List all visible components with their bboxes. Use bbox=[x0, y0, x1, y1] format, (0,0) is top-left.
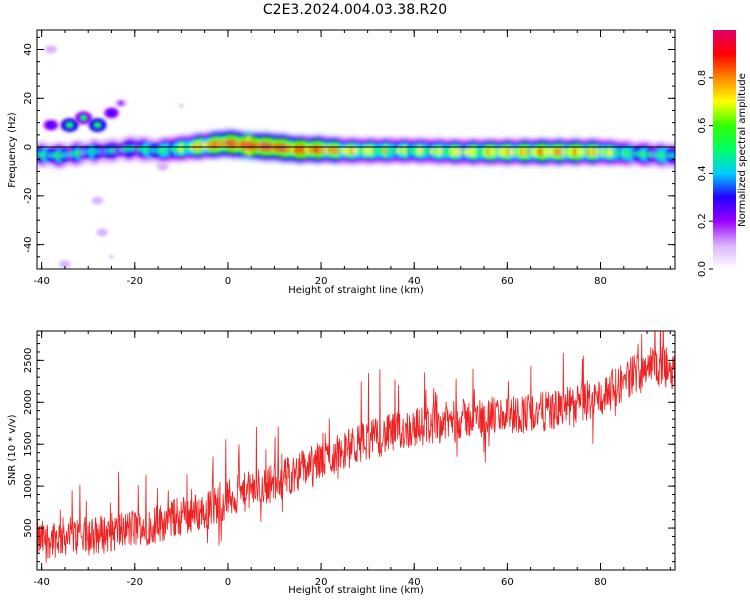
spectral-blob-core bbox=[79, 114, 88, 122]
snr-y-tick-label: 1500 bbox=[23, 431, 34, 456]
spectral-blob-core bbox=[47, 122, 55, 128]
spectral-blob-core bbox=[109, 254, 114, 259]
snr-x-tick-label: 20 bbox=[315, 577, 328, 588]
figure-title: C2E3.2024.004.03.38.R20 bbox=[263, 2, 447, 18]
snr-x-tick-label: 60 bbox=[501, 577, 514, 588]
spectrogram-y-tick-label: -40 bbox=[23, 236, 34, 252]
snr-x-tick-label: -40 bbox=[33, 577, 49, 588]
spectral-blob-core bbox=[95, 198, 100, 203]
snr-y-label: SNR (10 * v/v) bbox=[7, 414, 18, 485]
spectrogram-x-tick-label: 20 bbox=[315, 276, 328, 287]
snr-x-tick-label: 80 bbox=[594, 577, 607, 588]
spectrogram-x-tick-label: 0 bbox=[225, 276, 231, 287]
snr-x-tick-label: 0 bbox=[225, 577, 231, 588]
snr-y-tick-label: 500 bbox=[23, 519, 34, 538]
spectral-blob-core bbox=[65, 121, 74, 129]
spectrogram-y-label: Frequency (Hz) bbox=[7, 112, 18, 188]
colorbar-tick-label: 0.8 bbox=[697, 70, 708, 86]
spectrogram-x-tick-label: -20 bbox=[127, 276, 143, 287]
spectral-blob-core bbox=[179, 103, 184, 108]
colorbar-tick-label: 0.2 bbox=[697, 213, 708, 229]
snr-y-tick-label: 2000 bbox=[23, 390, 34, 415]
spectral-blob-core bbox=[62, 262, 68, 267]
spectral-blob-core bbox=[108, 110, 115, 116]
spectral-blob-core bbox=[99, 230, 105, 235]
spectrogram-x-label: Height of straight line (km) bbox=[288, 285, 424, 296]
snr-axes: -40 -20 0 20 40 60 80 500 1000 1500 2000 2500 bbox=[23, 331, 675, 588]
colorbar-tick-label: 0.4 bbox=[697, 165, 708, 181]
snr-x-tick-label: -20 bbox=[127, 577, 143, 588]
spectrogram-core bbox=[37, 133, 675, 164]
snr-x-tick-label: 40 bbox=[408, 577, 421, 588]
colorbar: 0.0 0.2 0.4 0.6 0.8 Normalized spectral ampl… bbox=[697, 30, 748, 277]
colorbar-label: Normalized spectral amplitude bbox=[737, 73, 748, 227]
snr-x-label: Height of straight line (km) bbox=[288, 585, 424, 596]
colorbar-gradient bbox=[713, 30, 736, 269]
spectrogram-axes: -40 -20 0 20 40 60 80 -40 -20 0 20 40 bbox=[23, 30, 675, 287]
spectrogram-x-tick-label: -40 bbox=[33, 276, 49, 287]
spectrogram-y-tick-label: 40 bbox=[23, 43, 34, 56]
spectral-blob-core bbox=[93, 121, 102, 129]
spectrogram-y-tick-label: 0 bbox=[23, 144, 34, 150]
snr-frame bbox=[36, 330, 676, 571]
spectral-blob-core bbox=[48, 47, 54, 52]
spectral-blob-core bbox=[160, 164, 166, 169]
snr-y-tick-label: 1000 bbox=[23, 473, 34, 498]
colorbar-ticks: 0.0 0.2 0.4 0.6 0.8 bbox=[697, 70, 713, 277]
spectrogram-y-tick-label: 20 bbox=[23, 92, 34, 105]
spectrogram-panel: -40 -20 0 20 40 60 80 -40 -20 0 20 40 Height of str… bbox=[7, 29, 676, 296]
colorbar-tick-label: 0.0 bbox=[697, 261, 708, 277]
spectrogram-x-tick-label: 80 bbox=[594, 276, 607, 287]
snr-series-line bbox=[37, 331, 675, 563]
snr-y-tick-label: 2500 bbox=[23, 348, 34, 373]
spectral-blob-core bbox=[118, 101, 124, 106]
spectrogram-x-tick-label: 40 bbox=[408, 276, 421, 287]
spectrogram-x-tick-label: 60 bbox=[501, 276, 514, 287]
snr-panel: -40 -20 0 20 40 60 80 500 1000 1500 2000 2500 Heigh… bbox=[7, 330, 676, 596]
spectrogram-y-tick-label: -20 bbox=[23, 188, 34, 204]
colorbar-tick-label: 0.6 bbox=[697, 118, 708, 134]
spectrogram-frame bbox=[36, 29, 676, 270]
spectrogram-heatmap bbox=[37, 45, 675, 268]
